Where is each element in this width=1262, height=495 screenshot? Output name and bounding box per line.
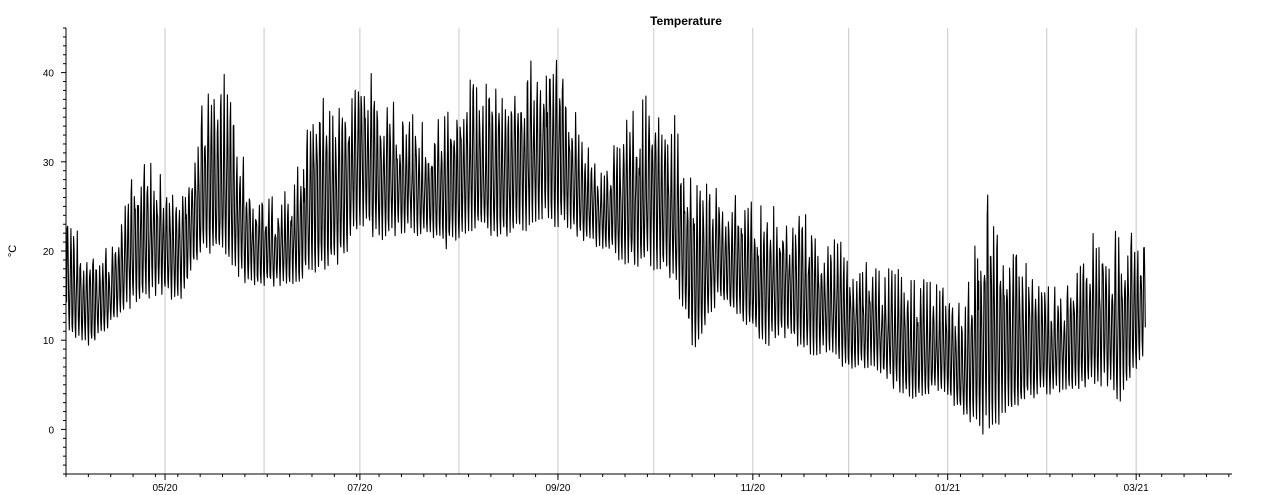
x-tick-label: 01/21 <box>935 483 960 494</box>
chart-title: Temperature <box>650 14 722 28</box>
y-tick-label: 20 <box>43 247 55 258</box>
y-tick-label: 40 <box>43 69 55 80</box>
y-tick-label: 30 <box>43 158 55 169</box>
x-tick-label: 05/20 <box>153 483 178 494</box>
y-tick-label: 10 <box>43 336 55 347</box>
x-tick-label: 03/21 <box>1124 483 1149 494</box>
x-tick-label: 07/20 <box>347 483 372 494</box>
x-tick-label: 11/20 <box>741 483 766 494</box>
y-axis-label: °C <box>7 245 19 257</box>
y-tick-label: 0 <box>48 425 54 436</box>
temperature-line <box>67 60 1146 434</box>
series-temperature <box>67 60 1146 434</box>
x-tick-label: 09/20 <box>545 483 570 494</box>
